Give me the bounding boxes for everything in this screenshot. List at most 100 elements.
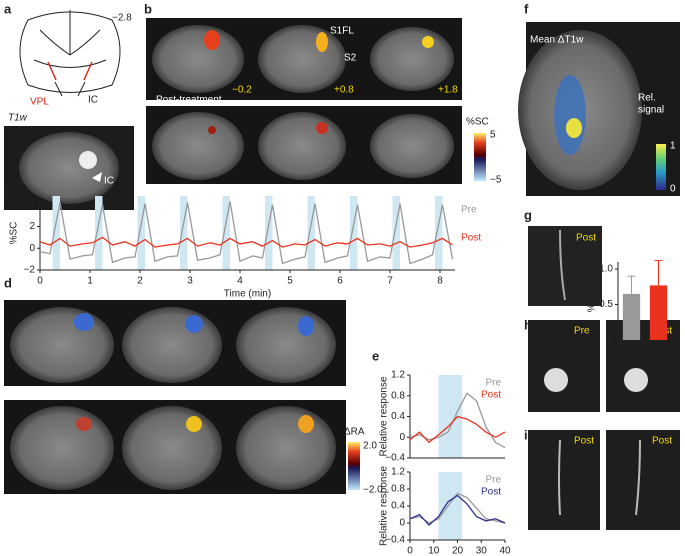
stimulus-band: [180, 196, 188, 270]
x-tick-label: 20: [452, 546, 464, 556]
series-line: [39, 236, 453, 248]
row-title: Post-treatment: [156, 95, 222, 106]
panel-letter: f: [524, 1, 529, 16]
stimulus-band: [137, 196, 145, 270]
stimulus-band: [52, 196, 60, 270]
stimulus-band: [265, 196, 273, 270]
legend-entry: Pre: [485, 475, 501, 486]
probe-track: [559, 229, 566, 301]
colorbar-tick: −5: [490, 175, 502, 186]
x-tick-label: Pre: [624, 345, 640, 356]
y-tick-label: 0: [29, 243, 35, 254]
panel-letter: b: [144, 1, 152, 16]
y-tick-label: −0.4: [385, 453, 405, 464]
mri-image: [528, 320, 600, 412]
x-tick-label: 10: [428, 546, 440, 556]
slice-label: +0.8: [334, 85, 354, 96]
y-tick-label: −0.4: [385, 535, 405, 546]
series-line: [409, 494, 506, 527]
colorbar-label: Rel.: [638, 93, 656, 104]
mri-slices: [10, 307, 336, 490]
colorbar-label: ΔRA: [344, 427, 365, 438]
bar: [622, 293, 641, 340]
stimulus-band: [95, 196, 103, 270]
image-label: Post: [574, 436, 594, 447]
area-label: S1FL: [330, 26, 354, 37]
slice-label: +1.8: [438, 85, 458, 96]
legend-entry: Post: [481, 487, 501, 498]
series-line: [39, 201, 454, 265]
section-label: −2.8: [112, 13, 132, 24]
probe-track: [558, 439, 641, 516]
colorbar-tick: 1: [670, 141, 676, 152]
y-tick-label: 1.2: [391, 467, 405, 478]
legend-entry: Post: [461, 233, 481, 244]
legend-entry: Post: [481, 390, 501, 401]
y-tick-label: 0.5: [599, 299, 613, 310]
panel-letter: g: [524, 207, 532, 222]
stimulus-band: [222, 196, 230, 270]
panel-letter: d: [4, 275, 12, 290]
mri-hotspot: [554, 75, 586, 155]
y-tick-label: 0: [607, 335, 613, 346]
area-label: S2: [344, 53, 357, 64]
mri-image: [528, 226, 602, 306]
stimulus-band: [435, 196, 443, 270]
colorbar-label: %SC: [466, 117, 489, 128]
mri-hotspot: [544, 368, 568, 392]
mri-hotspot: [566, 118, 582, 138]
mri-image: [528, 430, 600, 530]
image-label: Pre: [574, 326, 590, 337]
x-tick-label: 2: [137, 276, 143, 287]
y-tick-label: 0.4: [391, 411, 405, 422]
panel-letter: c: [4, 181, 11, 196]
mri-hotspot: [624, 368, 648, 392]
y-axis-label: Relative response: [379, 466, 390, 546]
x-tick-label: 4: [237, 276, 243, 287]
colorbar-tick: 5: [490, 130, 496, 141]
x-tick-label: 5: [287, 276, 293, 287]
x-tick-label: 3: [187, 276, 193, 287]
image-label: T1w: [8, 113, 28, 124]
y-axis-label: %SC: [9, 222, 20, 245]
row-title: Pre-treatment: [156, 5, 217, 16]
mri-hotspot: [79, 151, 97, 169]
row-title: Gadoteridol: [12, 389, 64, 400]
x-axis-label: Time (min): [224, 289, 271, 300]
y-tick-label: 0.4: [391, 501, 405, 512]
y-tick-label: 2: [29, 221, 35, 232]
colorbar-tick: −2.0: [363, 485, 383, 496]
x-tick-label: 40: [499, 546, 511, 556]
mri-slices: [152, 25, 454, 180]
colorbar-label: signal: [638, 105, 664, 116]
stimulus-band: [438, 375, 463, 458]
y-axis-label: Relative response: [379, 376, 390, 456]
legend-entry: Pre: [485, 378, 501, 389]
image-label: Post: [652, 436, 672, 447]
row-title: ParaMus: [12, 289, 52, 300]
slice-label: −0.2: [232, 85, 252, 96]
y-tick-label: −2: [24, 265, 36, 276]
y-tick-label: 1.2: [391, 370, 405, 381]
y-tick-label: 0: [399, 432, 405, 443]
x-tick-label: 6: [337, 276, 343, 287]
series-line: [409, 415, 506, 444]
panel-letter: a: [4, 1, 12, 16]
image-label: Mean ΔT1w: [530, 35, 584, 46]
x-tick-label: 7: [387, 276, 393, 287]
x-tick-label: 30: [476, 546, 488, 556]
brain-schematic: [19, 10, 121, 97]
x-tick-label: Post: [648, 345, 668, 356]
stimulus-band: [350, 196, 358, 270]
x-tick-label: 0: [407, 546, 413, 556]
y-axis-label: %SC: [587, 290, 598, 313]
y-tick-label: 4: [29, 199, 35, 210]
x-tick-label: 8: [437, 276, 443, 287]
y-tick-label: 0: [399, 518, 405, 529]
legend-entry: Pre: [461, 205, 477, 216]
x-tick-label: 1: [87, 276, 93, 287]
y-tick-label: 0.8: [391, 484, 405, 495]
panel-letter: e: [372, 348, 379, 363]
mri-brain: [19, 132, 119, 204]
